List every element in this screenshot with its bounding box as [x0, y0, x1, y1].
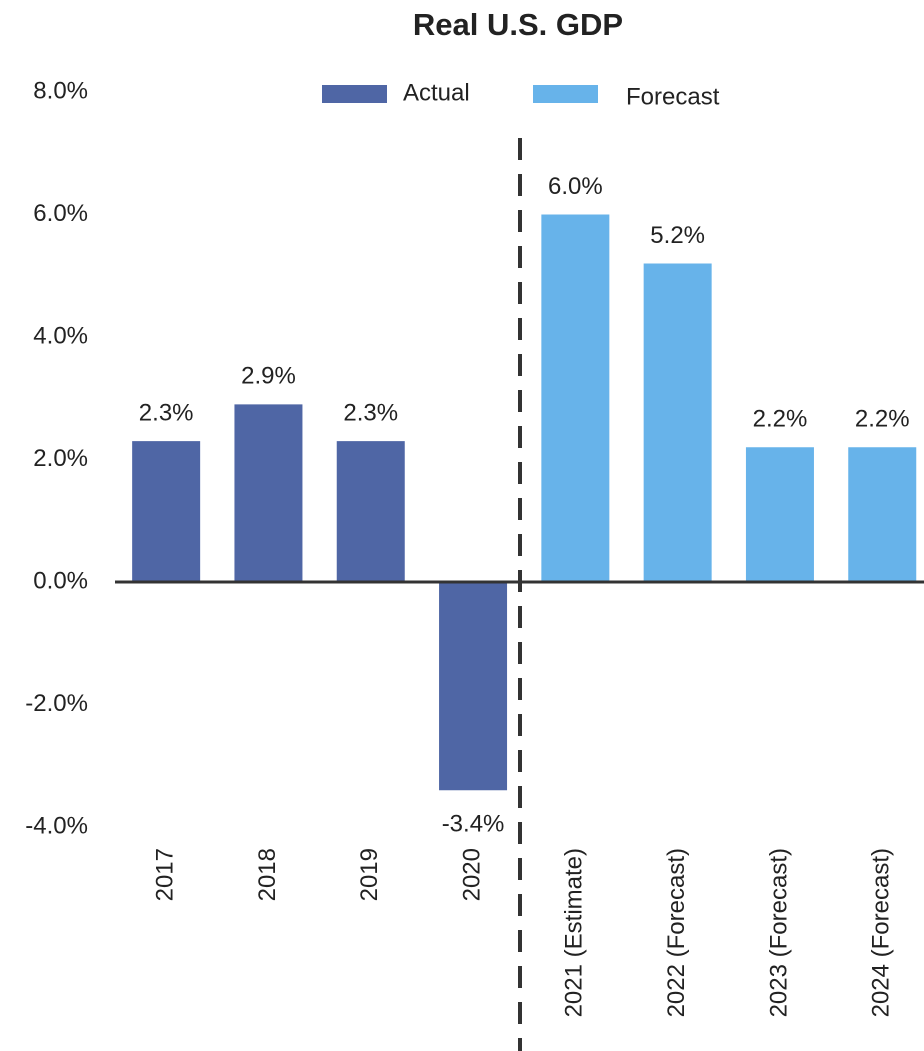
data-label: 6.0% [548, 173, 603, 200]
x-tick-label: 2019 [356, 848, 383, 901]
bar [132, 441, 201, 582]
y-tick-label: 2.0% [33, 445, 88, 472]
y-tick-label: 4.0% [33, 322, 88, 349]
x-tick-label: 2018 [254, 848, 281, 901]
data-label: 5.2% [650, 222, 705, 249]
y-tick-label: 0.0% [33, 567, 88, 594]
legend-label: Forecast [626, 83, 720, 110]
bar [439, 582, 508, 791]
data-label: 2.2% [855, 406, 910, 433]
bar [541, 214, 610, 582]
data-label: 2.2% [753, 406, 808, 433]
x-tick-label: 2022 (Forecast) [663, 848, 690, 1017]
chart-title: Real U.S. GDP [413, 7, 623, 42]
y-tick-label: -2.0% [25, 690, 88, 717]
data-label: 2.3% [343, 399, 398, 426]
legend-swatch [533, 85, 598, 103]
data-label: 2.3% [139, 399, 194, 426]
bar [643, 263, 712, 582]
x-tick-label: 2023 (Forecast) [765, 848, 792, 1017]
bar [848, 447, 917, 582]
bar [336, 441, 405, 582]
x-tick-label: 2021 (Estimate) [561, 848, 588, 1017]
data-label: -3.4% [442, 811, 505, 838]
bar [745, 447, 814, 582]
x-tick-label: 2017 [151, 848, 178, 901]
y-tick-label: 6.0% [33, 200, 88, 227]
bar [234, 404, 303, 582]
x-tick-label: 2020 [458, 848, 485, 901]
x-tick-label: 2024 (Forecast) [868, 848, 895, 1017]
y-tick-label: 8.0% [33, 77, 88, 104]
legend-label: Actual [403, 79, 470, 106]
y-tick-label: -4.0% [25, 812, 88, 839]
legend-swatch [322, 85, 387, 103]
data-label: 2.9% [241, 363, 296, 390]
